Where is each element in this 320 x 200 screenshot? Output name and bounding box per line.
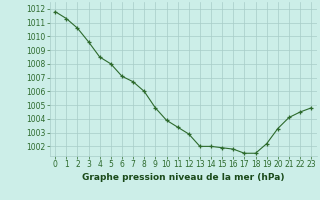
X-axis label: Graphe pression niveau de la mer (hPa): Graphe pression niveau de la mer (hPa) — [82, 173, 284, 182]
